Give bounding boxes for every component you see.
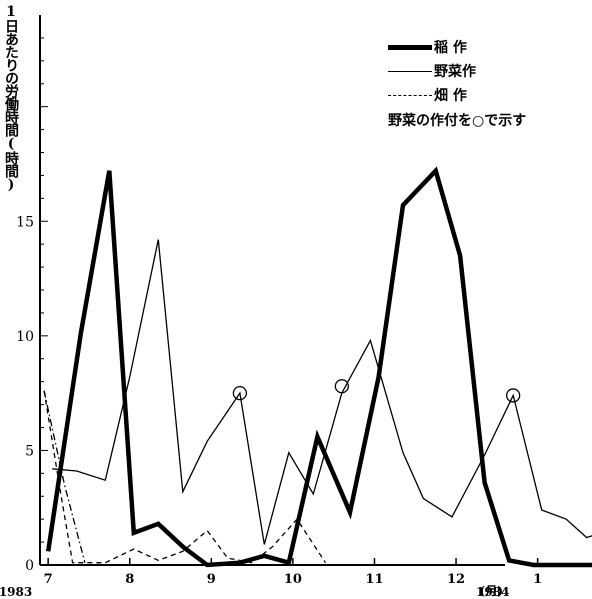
x-tick-label: 10 [284, 572, 302, 587]
series-line-dashed [43, 390, 327, 564]
x-tick-label: 11 [365, 572, 383, 587]
series-line-thin [52, 239, 592, 545]
x-tick-label: 7 [44, 572, 53, 587]
series-line-dashdot [43, 390, 86, 563]
planting-marker-circle [506, 388, 521, 403]
planting-marker-circle [334, 379, 349, 394]
legend-label-field: 畑 作 [434, 88, 467, 104]
year-label: 1984 [476, 585, 509, 599]
legend-line-thick [388, 45, 432, 50]
legend-label-vegetable: 野菜作 [434, 64, 476, 80]
y-tick-label: 0 [25, 558, 34, 574]
legend-line-dashed [388, 95, 432, 96]
legend-note: 野菜の作付を○で示す [388, 113, 527, 129]
y-tick-label: 15 [16, 214, 34, 230]
x-tick-label: 8 [125, 572, 134, 587]
planting-marker-circle [232, 385, 248, 401]
series-line-thick [45, 166, 592, 568]
y-tick-label: 5 [25, 443, 34, 459]
y-tick-label: 10 [16, 329, 34, 345]
x-tick-label: 1 [533, 572, 542, 587]
legend-line-thin [388, 71, 432, 72]
x-unit-label: (月) [480, 584, 503, 598]
x-tick-label: 12 [447, 572, 465, 587]
legend-label-rice: 稲 作 [434, 40, 467, 56]
x-tick-label: 9 [207, 572, 216, 587]
year-label: 1983 [0, 585, 32, 599]
y-axis-label: 1日あたりの労働時間(時間) [3, 4, 19, 192]
